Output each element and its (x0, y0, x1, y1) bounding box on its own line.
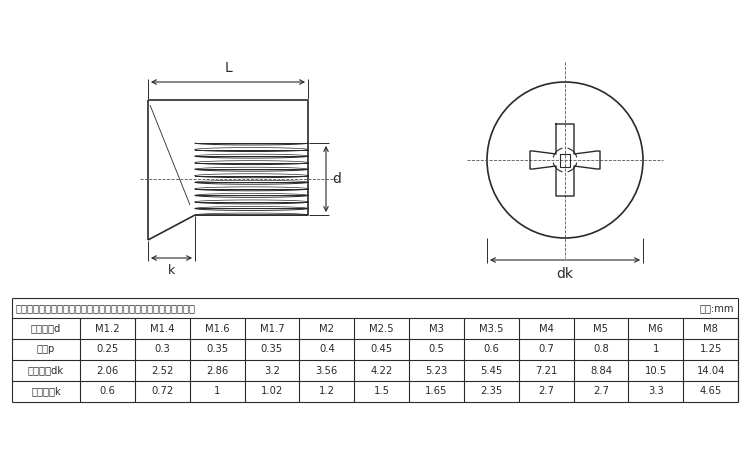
Text: 头部直径dk: 头部直径dk (28, 366, 64, 376)
Text: 0.6: 0.6 (100, 387, 116, 397)
Text: M1.7: M1.7 (260, 324, 284, 334)
Text: M2: M2 (320, 324, 334, 334)
Text: 1: 1 (652, 345, 659, 355)
Text: 0.35: 0.35 (206, 345, 228, 355)
Text: 4.22: 4.22 (370, 366, 393, 376)
Text: k: k (168, 264, 175, 277)
Text: 10.5: 10.5 (644, 366, 667, 376)
Text: 1: 1 (214, 387, 220, 397)
Text: 5.45: 5.45 (480, 366, 502, 376)
Text: 2.35: 2.35 (480, 387, 502, 397)
Text: 单位:mm: 单位:mm (700, 303, 734, 313)
Text: 0.72: 0.72 (151, 387, 173, 397)
Text: 2.7: 2.7 (538, 387, 554, 397)
Text: M3: M3 (429, 324, 444, 334)
Text: 头部厚度k: 头部厚度k (31, 387, 61, 397)
Text: M1.4: M1.4 (150, 324, 175, 334)
Text: 4.65: 4.65 (700, 387, 721, 397)
Text: 0.45: 0.45 (370, 345, 393, 355)
Text: 螺纹直径d: 螺纹直径d (31, 324, 62, 334)
Text: 0.35: 0.35 (261, 345, 283, 355)
Text: 0.5: 0.5 (428, 345, 444, 355)
Text: 1.65: 1.65 (425, 387, 448, 397)
Text: 1.2: 1.2 (319, 387, 334, 397)
Text: 7.21: 7.21 (535, 366, 557, 376)
Text: 2.52: 2.52 (151, 366, 173, 376)
Text: 2.06: 2.06 (96, 366, 118, 376)
Text: 以下为单批测量数据，可能稍有误差，以实际为准，介意者请慎拍！: 以下为单批测量数据，可能稍有误差，以实际为准，介意者请慎拍！ (16, 303, 196, 313)
Text: 2.86: 2.86 (206, 366, 228, 376)
Text: M2.5: M2.5 (369, 324, 394, 334)
Text: 0.7: 0.7 (538, 345, 554, 355)
Text: M5: M5 (593, 324, 608, 334)
Text: M6: M6 (648, 324, 663, 334)
Text: M4: M4 (538, 324, 554, 334)
Text: 0.4: 0.4 (319, 345, 334, 355)
Text: 3.2: 3.2 (264, 366, 280, 376)
Text: M1.2: M1.2 (95, 324, 120, 334)
Text: 1.02: 1.02 (261, 387, 283, 397)
Text: 0.3: 0.3 (154, 345, 170, 355)
Text: 0.6: 0.6 (483, 345, 500, 355)
Text: 0.25: 0.25 (96, 345, 118, 355)
Text: M1.6: M1.6 (205, 324, 230, 334)
Text: M3.5: M3.5 (479, 324, 503, 334)
Text: 牙距p: 牙距p (37, 345, 56, 355)
Text: 3.56: 3.56 (316, 366, 338, 376)
Text: 8.84: 8.84 (590, 366, 612, 376)
Text: 3.3: 3.3 (648, 387, 664, 397)
Text: d: d (332, 172, 340, 186)
Text: 14.04: 14.04 (697, 366, 724, 376)
Text: M8: M8 (704, 324, 718, 334)
Text: 1.5: 1.5 (374, 387, 389, 397)
Text: L: L (224, 61, 232, 75)
Text: 2.7: 2.7 (593, 387, 609, 397)
Text: dk: dk (556, 267, 574, 281)
Text: 5.23: 5.23 (425, 366, 448, 376)
Text: 0.8: 0.8 (593, 345, 609, 355)
Text: 1.25: 1.25 (700, 345, 721, 355)
